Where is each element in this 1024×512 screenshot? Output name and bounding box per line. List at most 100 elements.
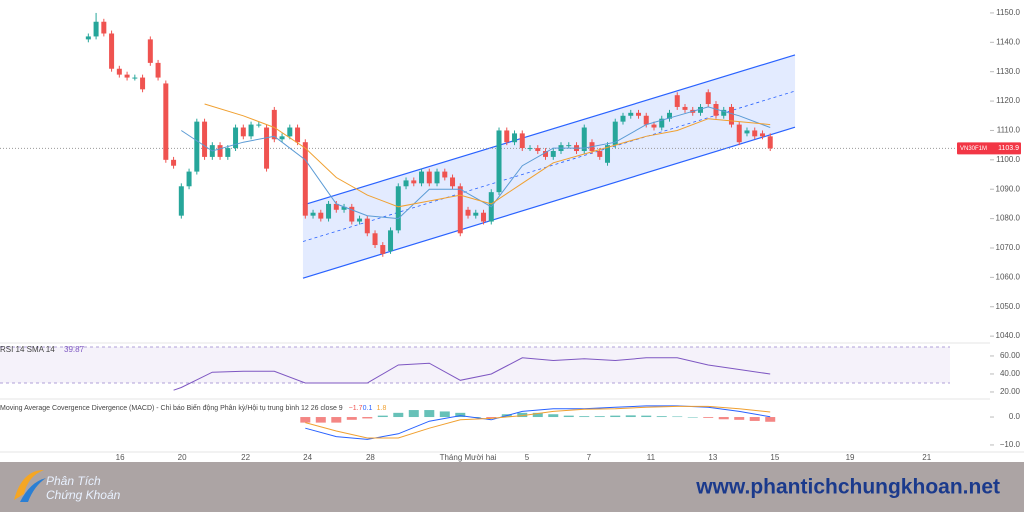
candle-body (163, 83, 169, 160)
candle (535, 145, 541, 154)
macd-histogram-bar (486, 417, 497, 419)
candle-body (705, 92, 711, 105)
y-tick-label: 1110.0 (997, 126, 1021, 135)
candle-body (310, 212, 316, 216)
candle-body (434, 171, 440, 184)
rsi-value: 39.87 (64, 345, 85, 354)
macd-histogram-bar (563, 415, 574, 418)
candle-body (124, 74, 130, 78)
candle-body (659, 118, 665, 128)
candle (147, 36, 153, 66)
candle (767, 133, 773, 152)
candle (674, 92, 680, 110)
candle-body (295, 127, 301, 143)
candle-body (302, 142, 308, 216)
candle-body (132, 77, 138, 79)
candle-body (93, 21, 99, 37)
candle-body (85, 36, 91, 40)
candle (140, 74, 146, 93)
macd-histogram-bar (625, 415, 636, 418)
candle (612, 118, 618, 149)
candle-body (496, 130, 502, 193)
candle-body (279, 136, 285, 140)
candle-body (155, 62, 161, 78)
candle (403, 177, 409, 190)
candle-body (605, 145, 611, 163)
x-tick-label: 20 (178, 453, 187, 462)
macd-histogram-bar (362, 417, 373, 419)
candle (318, 209, 324, 222)
candle-body (287, 127, 293, 137)
candle-body (225, 148, 231, 157)
candle (279, 133, 285, 143)
candle-body (527, 148, 533, 150)
candle (581, 124, 587, 154)
moving-average (204, 103, 771, 208)
candle-body (256, 124, 262, 126)
candle-body (171, 159, 177, 166)
x-tick-label: 24 (303, 453, 312, 462)
candle (752, 127, 758, 140)
rsi-line (173, 357, 771, 391)
candle (186, 168, 192, 190)
y-tick-label: 40.00 (1000, 369, 1021, 378)
candle-body (628, 112, 634, 116)
candle-body (411, 180, 417, 184)
candle (217, 142, 223, 160)
candle (605, 142, 611, 166)
candle (357, 215, 363, 225)
candle-body (240, 127, 246, 137)
candle (287, 124, 293, 140)
candle-body (457, 186, 463, 234)
macd-histogram-bar (408, 410, 419, 418)
candle-body (380, 245, 386, 254)
candle-body (186, 171, 192, 187)
candle (132, 74, 138, 81)
candle-body (233, 127, 239, 149)
y-tick-label: 60.00 (1000, 351, 1021, 360)
x-tick-label: 15 (770, 453, 779, 462)
candle-body (767, 136, 773, 149)
candle-body (101, 21, 107, 34)
x-tick-label: 5 (525, 453, 530, 462)
y-tick-label: 1060.0 (996, 272, 1021, 281)
candle-body (318, 212, 324, 219)
candle (163, 80, 169, 163)
macd-histogram-bar (579, 416, 590, 418)
candle (759, 130, 765, 140)
candle-body (682, 106, 688, 110)
candle (225, 145, 231, 160)
candle (512, 130, 518, 146)
candle (566, 142, 572, 149)
last-price-label: 1103.9 (998, 145, 1019, 152)
macd-histogram-bar (532, 412, 543, 418)
candle (395, 183, 401, 234)
candle (744, 127, 750, 137)
y-tick-label: −10.0 (1000, 440, 1021, 449)
indicator-title: Moving Average Covergence Divergence (MA… (0, 403, 343, 412)
macd-histogram-bar (718, 417, 729, 420)
candle (101, 18, 107, 37)
candle (628, 109, 634, 119)
candle-body (140, 77, 146, 90)
candle (519, 130, 525, 152)
candle (659, 115, 665, 131)
candle (504, 127, 510, 146)
macd-histogram-bar (455, 412, 466, 418)
macd-histogram-bar (765, 417, 776, 422)
candle-body (271, 109, 277, 140)
symbol-label: VN30F1M (960, 146, 987, 152)
logo-swoosh (20, 478, 46, 502)
x-tick-label: 16 (116, 453, 125, 462)
candle-body (109, 33, 115, 69)
y-tick-label: 1120.0 (996, 96, 1020, 105)
macd-histogram-bar (641, 415, 652, 418)
candle-body (194, 121, 200, 172)
candle-body (264, 127, 270, 169)
candle-body (372, 233, 378, 246)
macd-histogram-bar (672, 416, 683, 418)
logo-text: Chứng Khoán (46, 488, 121, 502)
candle (171, 156, 177, 169)
candle (705, 89, 711, 107)
candle-body (147, 39, 153, 63)
